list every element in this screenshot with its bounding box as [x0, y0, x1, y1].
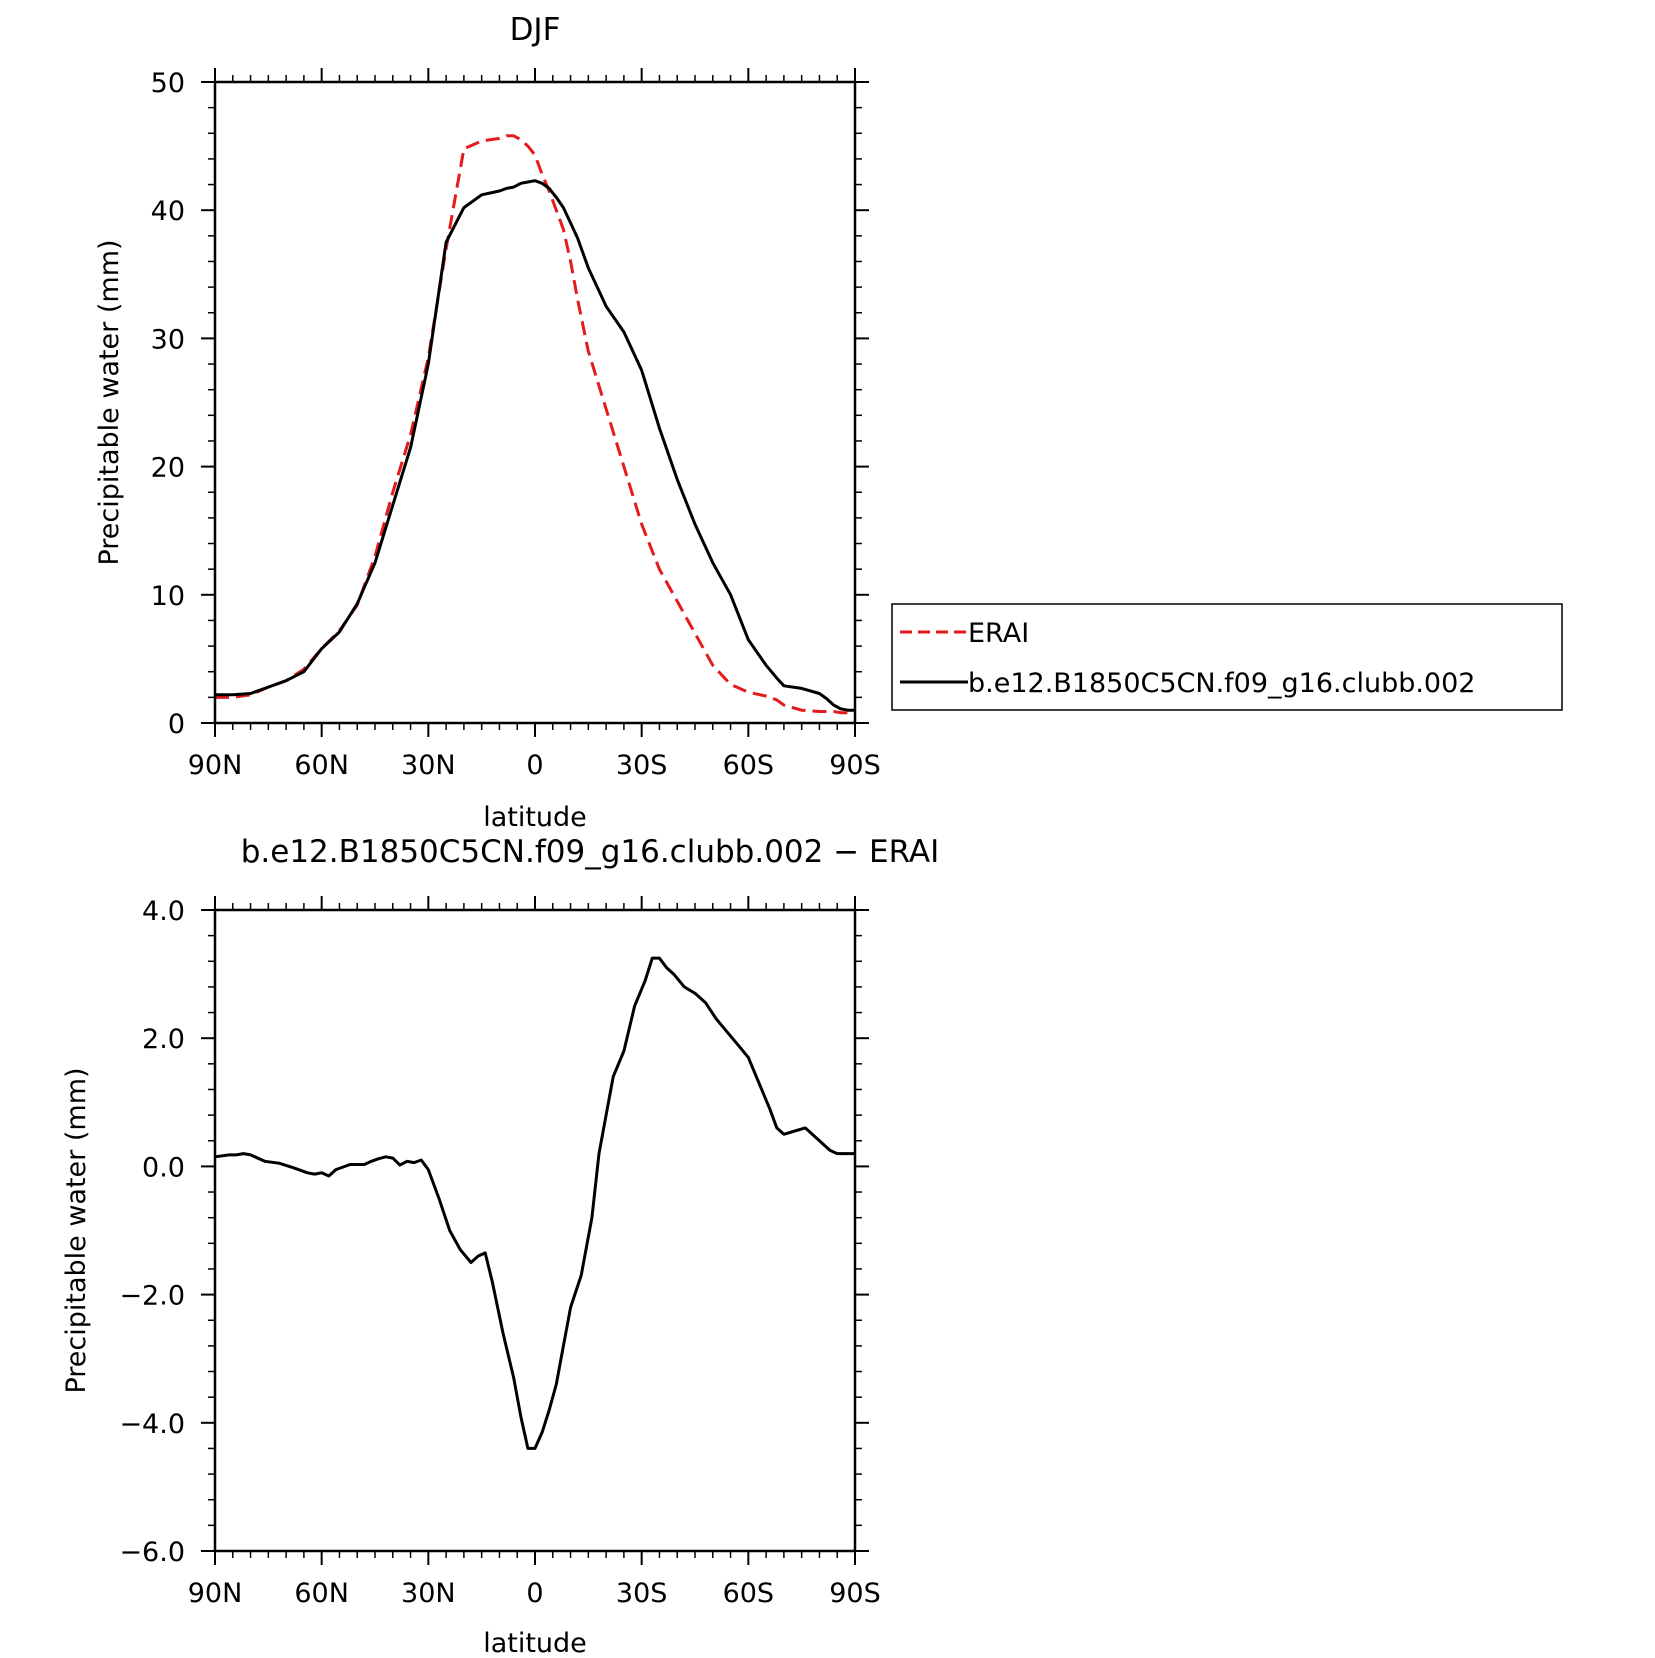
x-tick-label: 0 — [526, 1578, 543, 1609]
y-tick-label: 0.0 — [142, 1152, 185, 1183]
x-tick-label: 0 — [526, 750, 543, 781]
y-tick-label: −2.0 — [119, 1281, 185, 1312]
top-panel: DJF Precipitable water (mm) latitude 90N… — [94, 12, 881, 833]
top-plot-title: DJF — [510, 12, 561, 48]
x-tick-label: 60N — [294, 750, 349, 781]
y-tick-label: 10 — [151, 581, 185, 612]
top-x-axis-title: latitude — [483, 802, 587, 833]
series-line-difference — [214, 956, 855, 1450]
x-tick-label: 60N — [294, 1578, 349, 1609]
legend-entry-model: b.e12.B1850C5CN.f09_g16.clubb.002 — [968, 668, 1475, 699]
y-tick-label: −6.0 — [119, 1537, 185, 1568]
y-tick-label: 4.0 — [142, 896, 185, 927]
y-tick-label: −4.0 — [119, 1409, 185, 1440]
bottom-panel: b.e12.B1850C5CN.f09_g16.clubb.002 − ERAI… — [61, 834, 939, 1658]
bottom-plot-title: b.e12.B1850C5CN.f09_g16.clubb.002 − ERAI — [241, 834, 940, 870]
top-series-lines — [215, 134, 855, 715]
bottom-x-axis-title: latitude — [483, 1628, 587, 1658]
x-tick-label: 30S — [616, 1578, 668, 1609]
series-line-erai — [215, 134, 855, 715]
x-tick-label: 90N — [188, 1578, 243, 1609]
x-tick-label: 60S — [723, 1578, 775, 1609]
top-ticks: 90N 60N 30N 0 30S 60S 90S 0 10 20 30 40 50 — [151, 68, 881, 781]
y-tick-label: 2.0 — [142, 1024, 185, 1055]
top-plot-frame — [213, 80, 857, 725]
y-tick-label: 0 — [168, 709, 185, 740]
bottom-ticks: 90N 60N 30N 0 30S 60S 90S −6.0 −4.0 −2.0 0.0 2.0 4.0 — [119, 896, 881, 1609]
x-tick-label: 30N — [401, 750, 456, 781]
top-y-axis-title: Precipitable water (mm) — [94, 239, 125, 565]
y-tick-label: 30 — [151, 324, 185, 355]
y-tick-label: 50 — [151, 68, 185, 99]
y-tick-label: 40 — [151, 196, 185, 227]
x-tick-label: 90S — [829, 750, 881, 781]
x-tick-label: 90S — [829, 1578, 881, 1609]
x-tick-label: 30S — [616, 750, 668, 781]
x-tick-label: 90N — [188, 750, 243, 781]
y-tick-label: 20 — [151, 453, 185, 484]
legend-box — [891, 603, 1563, 711]
legend-entry-erai: ERAI — [968, 618, 1029, 649]
series-line-model — [215, 179, 855, 712]
bottom-series-lines — [214, 956, 855, 1450]
x-tick-label: 60S — [723, 750, 775, 781]
x-tick-label: 30N — [401, 1578, 456, 1609]
bottom-y-axis-title: Precipitable water (mm) — [61, 1067, 92, 1393]
legend: ERAI b.e12.B1850C5CN.f09_g16.clubb.002 — [891, 603, 1563, 711]
bottom-plot-frame — [213, 908, 857, 1553]
